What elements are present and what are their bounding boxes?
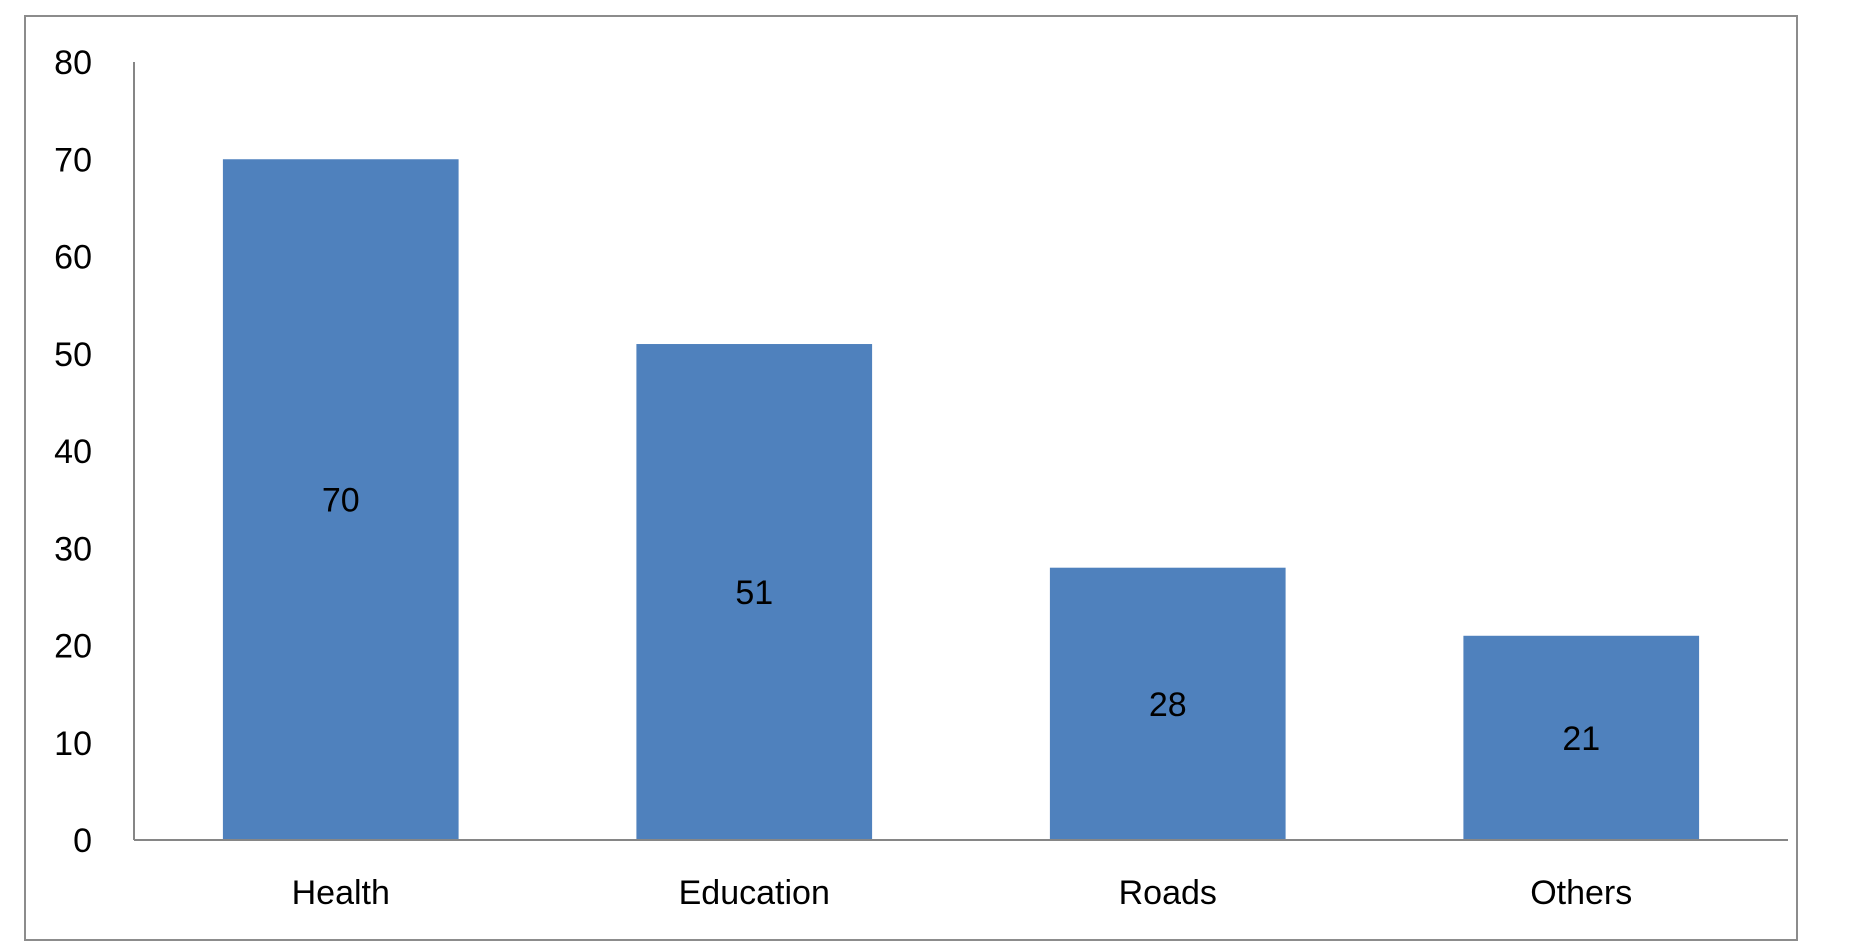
data-label: 51	[735, 574, 773, 612]
data-label: 70	[322, 482, 360, 520]
y-axis-ticks: 0 10 20 30 40 50 60 70 80	[54, 44, 92, 860]
y-tick-label: 80	[54, 44, 92, 82]
x-category-label: Others	[1530, 874, 1632, 912]
y-tick-label: 70	[54, 141, 92, 179]
data-labels-group: 70 51 28 21	[322, 482, 1600, 758]
y-tick-label: 0	[73, 822, 92, 860]
data-label: 28	[1149, 686, 1187, 724]
bars-group	[222, 159, 1700, 840]
y-tick-label: 40	[54, 433, 92, 471]
x-axis-labels: Health Education Roads Others	[292, 874, 1633, 912]
y-tick-label: 20	[54, 628, 92, 666]
x-category-label: Education	[679, 874, 830, 912]
x-category-label: Roads	[1119, 874, 1217, 912]
y-tick-label: 30	[54, 530, 92, 568]
y-tick-label: 50	[54, 336, 92, 374]
bar-education	[636, 344, 873, 840]
bar-others	[1463, 635, 1700, 840]
y-tick-label: 60	[54, 239, 92, 277]
bar-health	[222, 159, 459, 840]
bar-roads	[1049, 567, 1286, 840]
y-tick-label: 10	[54, 725, 92, 763]
data-label: 21	[1562, 720, 1600, 758]
x-category-label: Health	[292, 874, 390, 912]
